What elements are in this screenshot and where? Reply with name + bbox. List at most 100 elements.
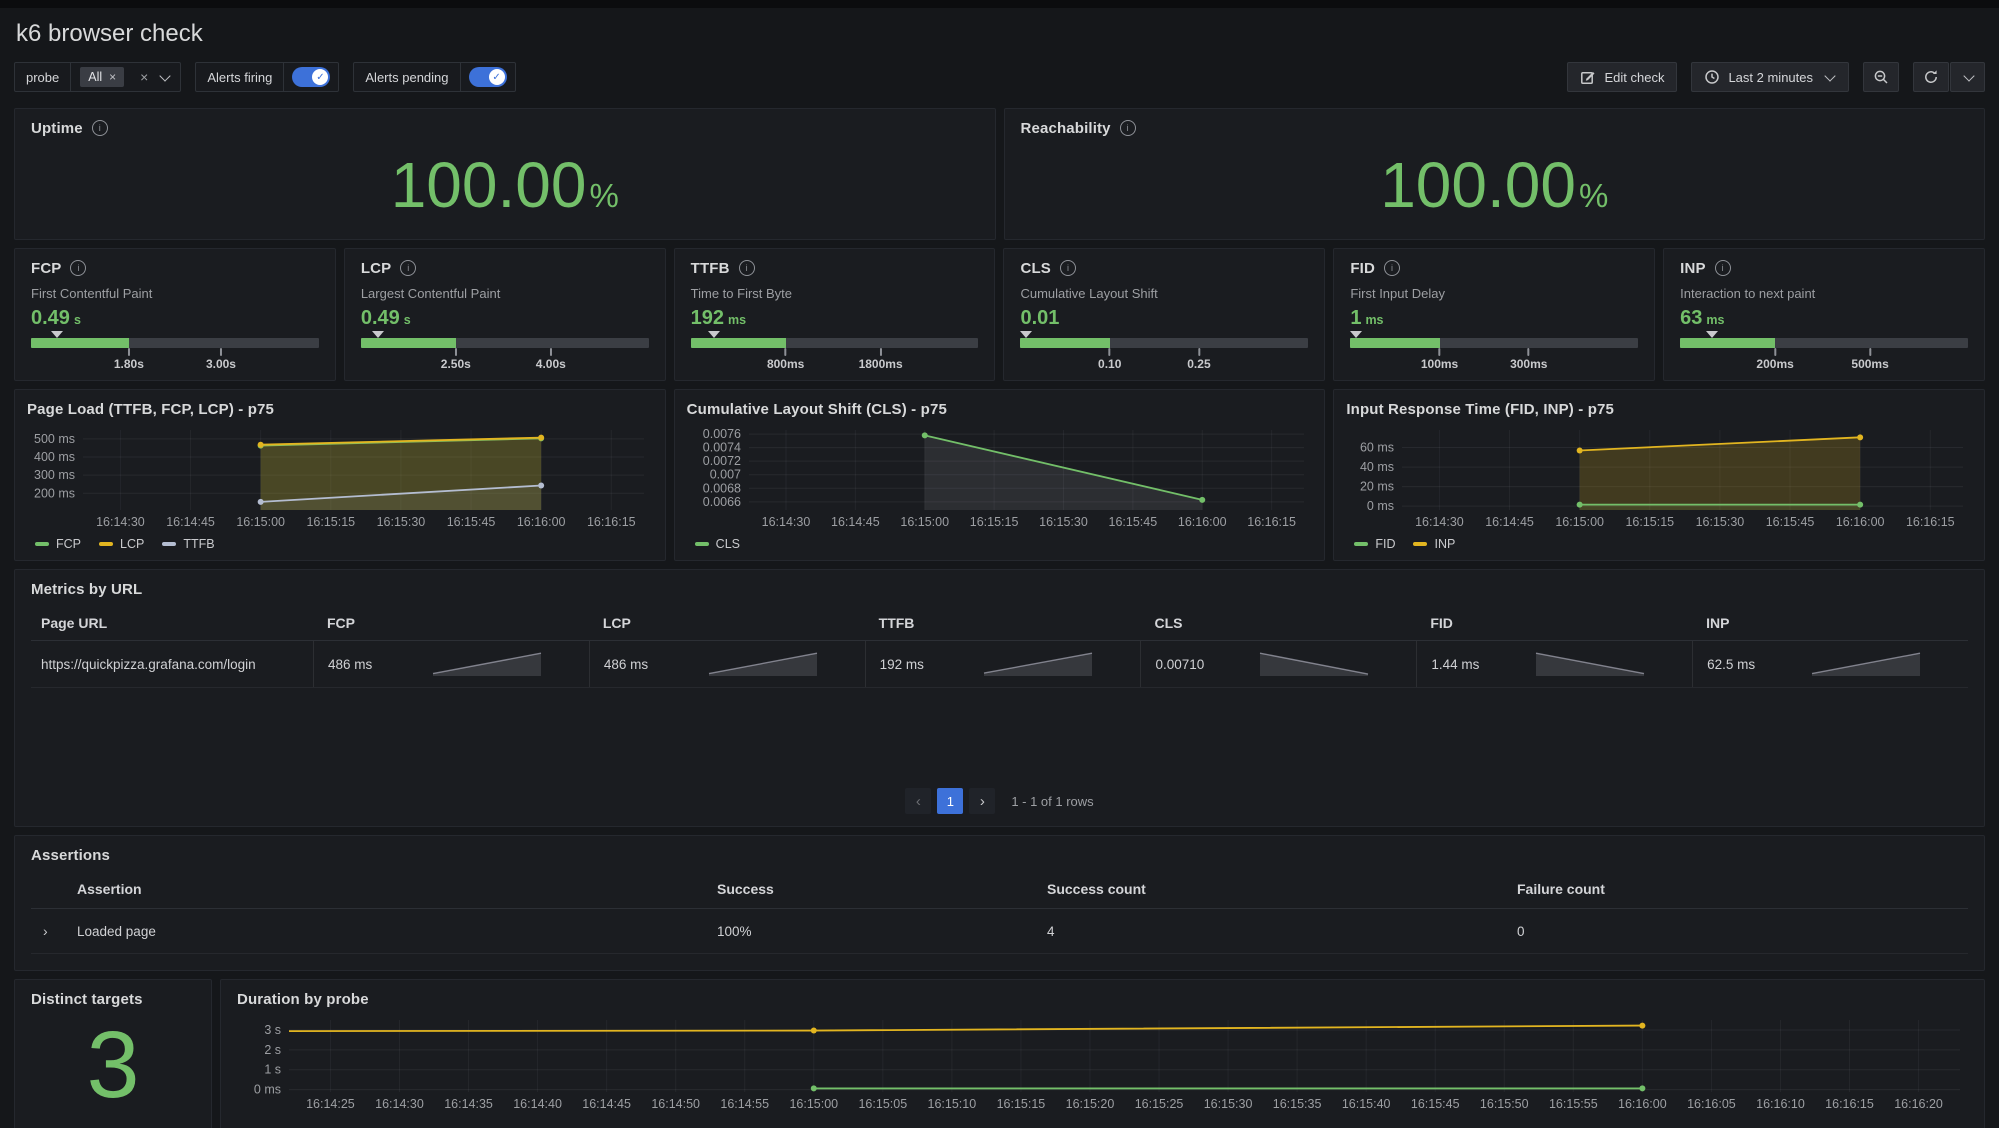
pagination-next-button[interactable]: › — [969, 788, 996, 814]
pagination-page-1-button[interactable]: 1 — [937, 788, 964, 814]
alerts-pending-toggle[interactable] — [468, 67, 507, 87]
gauge-value-marker — [707, 331, 720, 338]
gauge-track — [1020, 338, 1309, 348]
assertion-row: › Loaded page 100% 4 0 — [31, 909, 1968, 954]
threshold-tick-label: 3.00s — [205, 357, 236, 371]
input-response-title: Input Response Time (FID, INP) - p75 — [1346, 400, 1614, 418]
edit-check-button[interactable]: Edit check — [1567, 62, 1678, 92]
chevron-down-icon — [1824, 69, 1836, 82]
probe-filter-value[interactable]: All × × — [71, 62, 182, 92]
probe-filter-chip[interactable]: All × — [80, 67, 125, 87]
legend-swatch — [162, 542, 177, 546]
cls-chart[interactable]: 16:14:30 16:14:45 16:15:00 16:15:15 16:15:30… — [687, 424, 1314, 534]
info-icon[interactable] — [1383, 260, 1400, 276]
gauge-unit: s — [73, 313, 81, 327]
threshold-tick-line — [1197, 348, 1200, 356]
threshold-tick-label: 1.80s — [113, 357, 144, 371]
table-row: https://quickpizza.grafana.com/login 486 … — [31, 641, 1968, 688]
panel-header: Cumulative Layout Shift (CLS) - p75 — [687, 398, 1313, 420]
page-load-chart[interactable]: 16:14:30 16:14:45 16:15:00 16:15:15 16:15:30… — [27, 424, 654, 534]
svg-text:0.0068: 0.0068 — [702, 481, 740, 495]
gauge-bar: 100ms 300ms — [1350, 331, 1639, 371]
gauge-bar: 1.80s 3.00s — [31, 331, 319, 371]
edit-check-label: Edit check — [1604, 69, 1665, 85]
svg-text:16:15:50: 16:15:50 — [1480, 1097, 1529, 1111]
refresh-button[interactable] — [1913, 62, 1949, 92]
svg-text:16:14:45: 16:14:45 — [1486, 515, 1535, 529]
top-strip — [0, 0, 1999, 8]
gauge-bar: 200ms 500ms — [1680, 331, 1968, 371]
gauge-fill — [1020, 338, 1110, 348]
info-icon[interactable] — [1714, 260, 1731, 276]
column-header-inp: INP — [1706, 615, 1730, 631]
metric-cell-fcp: 486 ms — [313, 641, 589, 687]
gauge-threshold: 2.50s — [441, 348, 471, 371]
info-icon[interactable] — [400, 260, 417, 276]
svg-text:16:15:55: 16:15:55 — [1549, 1097, 1598, 1111]
svg-text:16:15:40: 16:15:40 — [1342, 1097, 1391, 1111]
distinct-targets-panel: Distinct targets 3 — [14, 979, 212, 1128]
svg-text:400 ms: 400 ms — [34, 450, 75, 464]
svg-text:16:15:25: 16:15:25 — [1135, 1097, 1184, 1111]
chevron-down-icon[interactable] — [159, 69, 172, 82]
alerts-firing-label: Alerts firing — [207, 69, 273, 85]
page-url-cell: https://quickpizza.grafana.com/login — [31, 641, 313, 687]
gauge-value-marker — [1350, 331, 1363, 338]
pagination-prev-button[interactable]: ‹ — [905, 788, 932, 814]
legend-swatch — [1354, 542, 1369, 546]
gauge-subtitle: Cumulative Layout Shift — [1020, 286, 1158, 301]
svg-text:16:15:45: 16:15:45 — [1766, 515, 1815, 529]
svg-text:16:16:20: 16:16:20 — [1894, 1097, 1943, 1111]
gauge-threshold: 3.00s — [206, 348, 236, 371]
gauge-value: 0.49 s — [31, 307, 81, 329]
input-response-legend: FID INP — [1346, 537, 1972, 551]
legend-item-cls[interactable]: CLS — [694, 537, 740, 551]
info-icon[interactable] — [1119, 120, 1136, 136]
legend-item-ttfb[interactable]: TTFB — [162, 537, 215, 551]
expand-row-icon[interactable]: › — [43, 923, 48, 939]
alerts-firing-toggle[interactable] — [292, 67, 331, 87]
legend-item-fid[interactable]: FID — [1354, 537, 1395, 551]
svg-text:16:15:30: 16:15:30 — [1204, 1097, 1253, 1111]
svg-text:16:16:00: 16:16:00 — [1618, 1097, 1667, 1111]
sparkline-up — [432, 652, 541, 676]
threshold-tick-label: 200ms — [1756, 357, 1794, 371]
svg-text:200 ms: 200 ms — [34, 486, 75, 500]
zoom-out-button[interactable] — [1863, 62, 1899, 92]
alerts-firing-group: Alerts firing — [195, 62, 340, 92]
svg-text:500 ms: 500 ms — [34, 432, 75, 446]
distinct-targets-title: Distinct targets — [31, 990, 143, 1008]
panel-header: Duration by probe — [237, 988, 1968, 1010]
sparkline-up — [708, 652, 817, 676]
legend-item-inp[interactable]: INP — [1413, 537, 1455, 551]
toggle-knob-check-icon — [488, 69, 505, 85]
threshold-tick-label: 800ms — [766, 357, 805, 371]
info-icon[interactable] — [91, 120, 108, 136]
legend-item-lcp[interactable]: LCP — [99, 537, 144, 551]
svg-text:16:15:30: 16:15:30 — [1039, 515, 1088, 529]
info-icon[interactable] — [738, 260, 755, 276]
metric-cell-ttfb: 192 ms — [864, 641, 1141, 687]
gauge-panel-fid: FID First Input Delay 1ms 100ms 300ms — [1333, 248, 1656, 381]
legend-label: FID — [1375, 537, 1396, 551]
legend-swatch — [1413, 542, 1428, 546]
gauge-track — [360, 338, 649, 348]
duration-by-probe-chart[interactable]: 16:14:25 16:14:30 16:14:35 16:14:40 16:14:45… — [237, 1014, 1970, 1116]
remove-filter-value-icon[interactable]: × — [109, 70, 117, 84]
info-icon[interactable] — [70, 260, 87, 276]
reachability-value-wrap: 100.00 % — [1021, 139, 1969, 231]
gauge-value: 63 ms — [1680, 307, 1725, 329]
metrics-table-body: https://quickpizza.grafana.com/login 486 … — [31, 641, 1968, 688]
legend-item-fcp[interactable]: FCP — [35, 537, 81, 551]
pagination: ‹ 1 › 1 - 1 of 1 rows — [31, 788, 1968, 818]
time-range-picker[interactable]: Last 2 minutes — [1691, 62, 1849, 92]
input-response-chart[interactable]: 16:14:30 16:14:45 16:15:00 16:15:15 16:15:30… — [1346, 424, 1973, 534]
clear-filter-icon[interactable]: × — [140, 69, 149, 85]
info-icon[interactable] — [1059, 260, 1076, 276]
refresh-interval-dropdown[interactable] — [1950, 62, 1985, 92]
svg-text:16:14:45: 16:14:45 — [831, 515, 880, 529]
sparkline-up — [1811, 652, 1921, 676]
svg-text:16:14:30: 16:14:30 — [761, 515, 810, 529]
